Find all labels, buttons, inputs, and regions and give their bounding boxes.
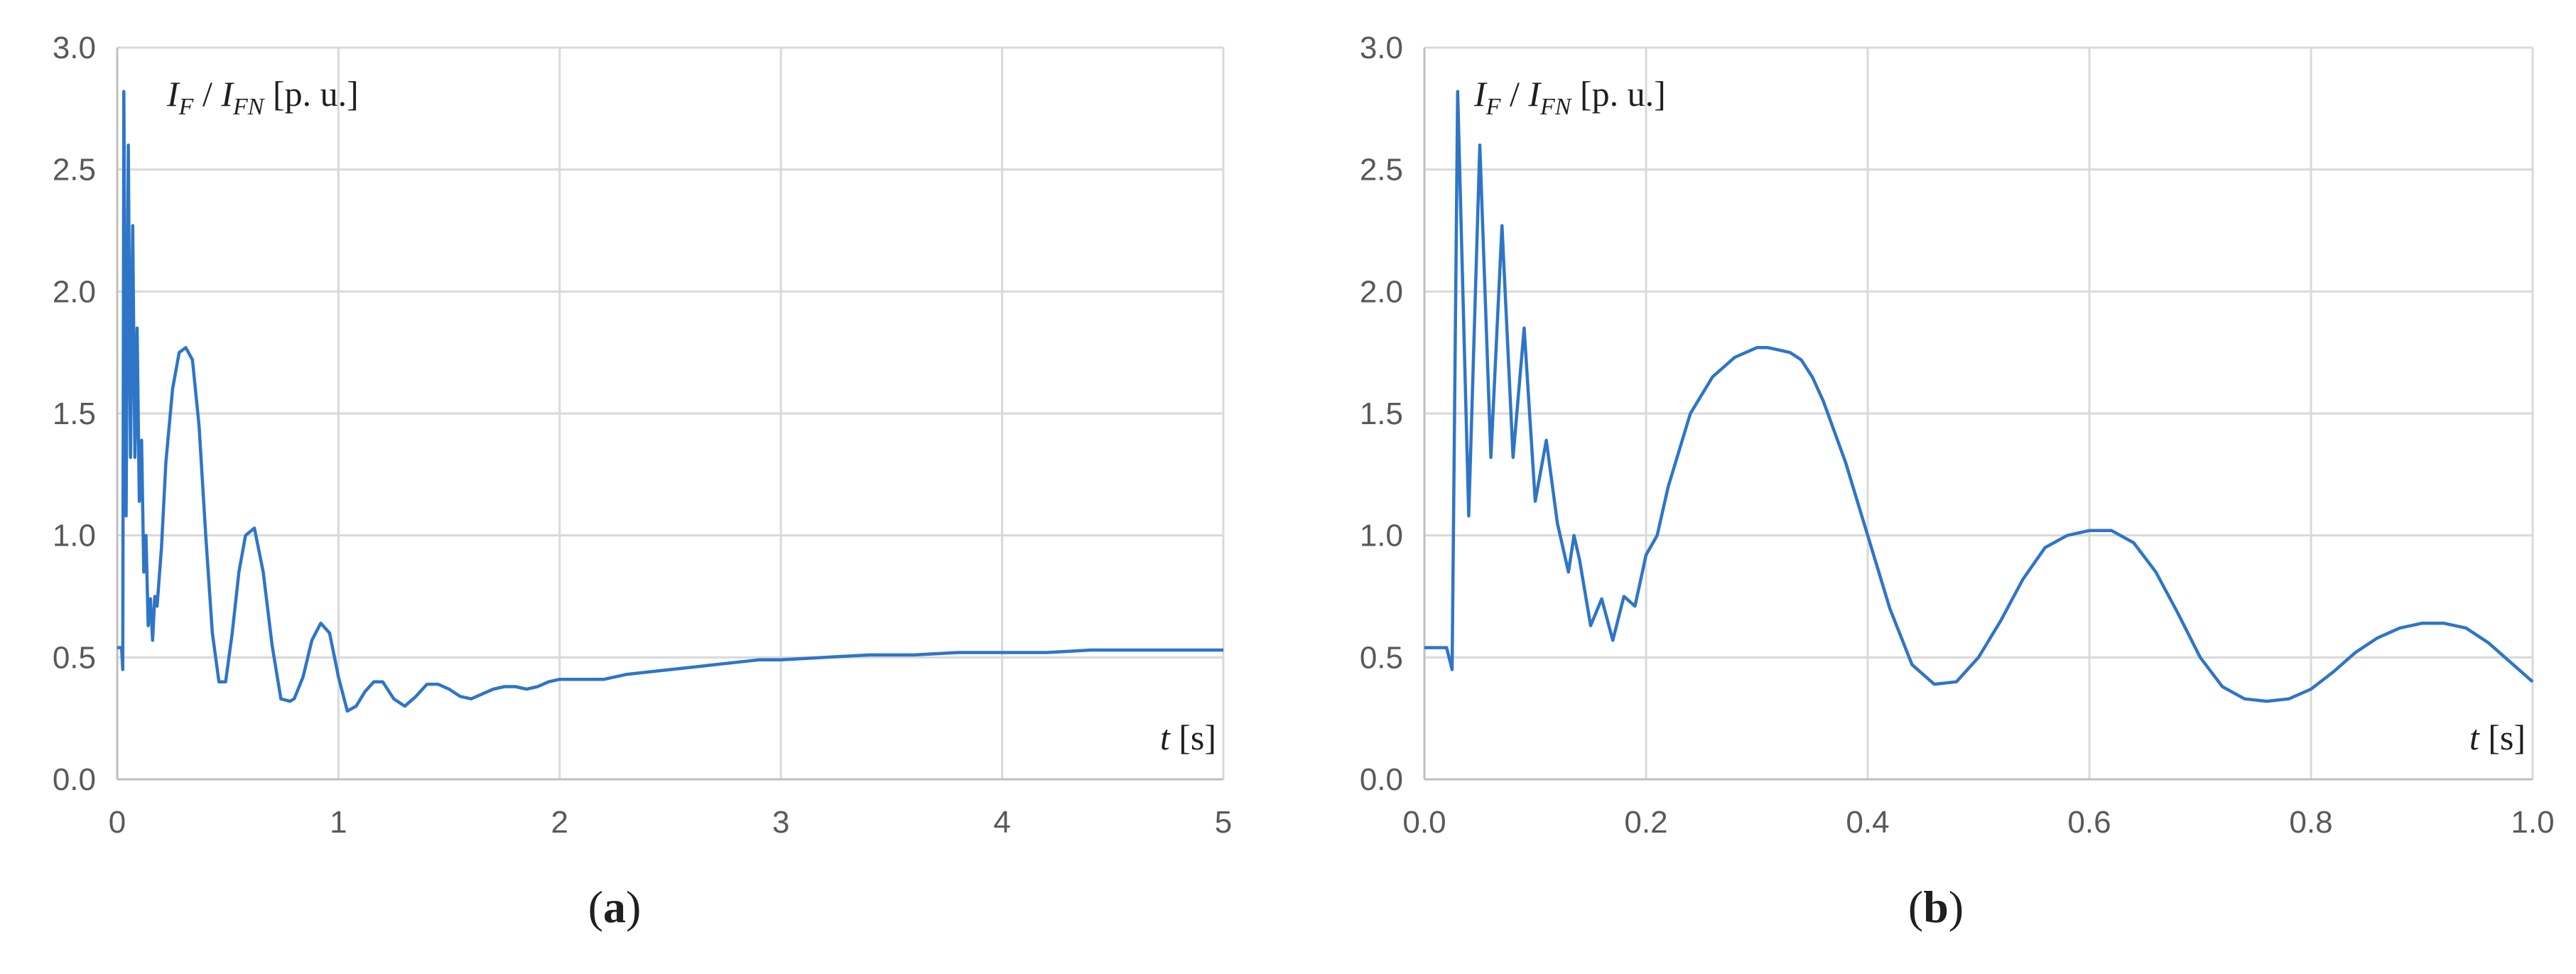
chart-a-ytick-label: 3.0 (53, 31, 96, 65)
chart-a-series-line (117, 90, 1223, 713)
chart-a-xtick-label: 5 (1215, 805, 1232, 840)
chart-b-series-line (1424, 90, 2534, 703)
chart-a-xtick-label: 2 (551, 805, 568, 840)
chart-a-xtick-label: 0 (109, 805, 126, 840)
chart-a-ytick-label: 0.5 (53, 640, 96, 675)
chart-a-ytick-label: 1.5 (53, 396, 96, 431)
chart-b-xtick-label: 0.8 (2289, 805, 2332, 840)
chart-b-ylabel: IF / IFN [p. u.] (1473, 74, 1666, 120)
chart-a-xlabel: t [s] (1160, 718, 1216, 757)
chart-b-ytick-label: 1.5 (1360, 396, 1403, 431)
chart-b-xtick-label: 0.2 (1624, 805, 1667, 840)
chart-panel-a: 0.0 0.5 1.0 1.5 2.0 2.5 3.0 0 1 2 3 4 5 IF / IFN [p. … (53, 31, 1232, 932)
chart-b-svg: 0.0 0.5 1.0 1.5 2.0 2.5 3.0 0.0 0.2 0.4 0.6 0.8 1.0 I… (1360, 31, 2555, 840)
chart-a-ytick-label: 2.5 (53, 153, 96, 188)
chart-a-ytick-label: 0.0 (53, 762, 96, 797)
chart-a-xtick-label: 4 (993, 805, 1010, 840)
panel-caption-a: (a) (588, 882, 642, 932)
chart-b-xtick-label: 0.0 (1402, 805, 1446, 840)
chart-panel-b: 0.0 0.5 1.0 1.5 2.0 2.5 3.0 0.0 0.2 0.4 0.6 0.8 1.0 I… (1288, 0, 2576, 974)
chart-b-ytick-label: 0.0 (1360, 762, 1403, 797)
chart-a-svg: 0.0 0.5 1.0 1.5 2.0 2.5 3.0 0 1 2 3 4 5 IF / IFN [p. … (53, 31, 1232, 840)
chart-a-xtick-label: 1 (330, 805, 347, 840)
chart-b-ytick-label: 3.0 (1360, 31, 1403, 65)
chart-a-ytick-label: 2.0 (53, 274, 96, 309)
chart-b-ytick-label: 0.5 (1360, 640, 1403, 675)
panel-caption-b: (b) (1907, 882, 1964, 932)
chart-b-ytick-label: 2.0 (1360, 274, 1403, 309)
chart-a-ylabel: IF / IFN [p. u.] (166, 74, 359, 120)
chart-a-xtick-label: 3 (772, 805, 789, 840)
chart-b-ytick-label: 2.5 (1360, 153, 1403, 188)
chart-b-xtick-label: 0.4 (1846, 805, 1889, 840)
chart-b-xlabel: t [s] (2469, 718, 2526, 757)
chart-a-ytick-label: 1.0 (53, 519, 96, 553)
chart-b-xtick-label: 0.6 (2067, 805, 2111, 840)
chart-b-xtick-label: 1.0 (2511, 805, 2554, 840)
chart-b-ytick-label: 1.0 (1360, 519, 1403, 553)
